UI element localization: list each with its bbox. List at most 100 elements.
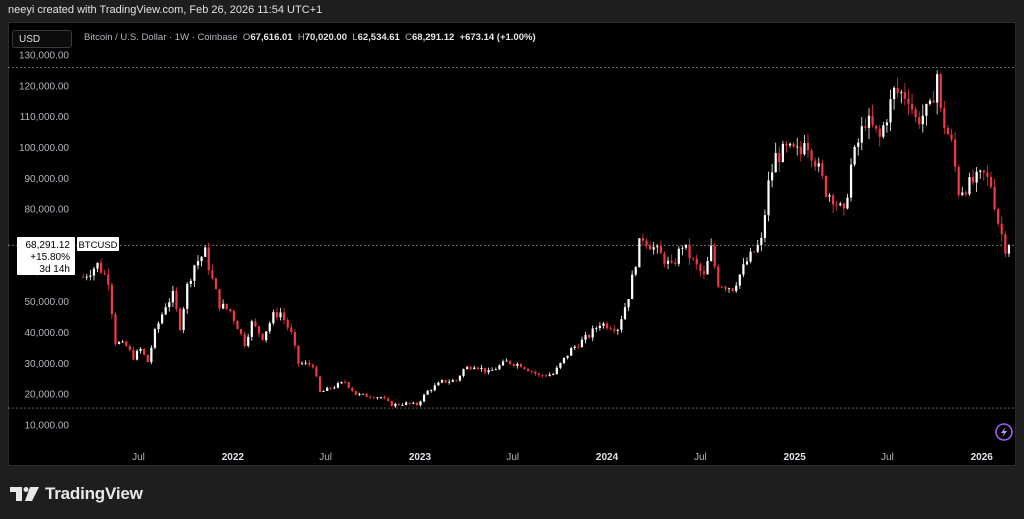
candle-body [684, 244, 688, 248]
candle-body [774, 153, 777, 173]
candle-body [975, 171, 978, 183]
currency-selector[interactable]: USD [12, 30, 72, 48]
candle-body [121, 341, 124, 343]
candle-body [161, 314, 164, 324]
candle-body [781, 143, 784, 162]
candle-body [82, 277, 85, 278]
candle-body [584, 335, 587, 340]
candle-body [146, 354, 149, 363]
candle-body [404, 402, 408, 405]
candle-body [347, 382, 350, 388]
candle-body [344, 381, 347, 383]
candle-body [286, 319, 289, 328]
candle-body [871, 115, 874, 126]
candle-body [892, 87, 896, 100]
candle-body [1007, 245, 1011, 254]
footer-brand[interactable]: TradingView [10, 484, 143, 504]
ticker-badge-box [77, 237, 119, 251]
ticker-badge-label: BTCUSD [78, 240, 117, 251]
candle-body [340, 381, 343, 384]
chart-panel[interactable] [8, 22, 1016, 466]
candle-body [907, 98, 910, 104]
candle-body [656, 246, 659, 248]
candle-body [824, 176, 828, 197]
candle-body [139, 348, 142, 351]
x-tick-label: 2024 [596, 452, 619, 463]
candle-body [989, 176, 993, 187]
candle-body [591, 328, 594, 338]
candle-body [480, 367, 483, 370]
candle-body [821, 163, 824, 177]
candle-body [645, 240, 648, 246]
candle-body [218, 289, 221, 309]
price-badge-change: +15.80% [30, 252, 70, 263]
candle-body [699, 264, 702, 272]
candle-body [753, 251, 756, 253]
candle-body [196, 261, 200, 266]
high-label: H [297, 32, 305, 43]
candle-body [254, 321, 257, 327]
candle-body [157, 323, 160, 330]
candle-body [89, 275, 92, 277]
candle-body [724, 286, 727, 289]
candle-body [103, 272, 106, 275]
candle-body [749, 251, 752, 262]
candle-body [577, 346, 580, 348]
candle-body [297, 345, 300, 364]
candle-body [1000, 223, 1003, 235]
candle-body [806, 142, 810, 151]
candle-body [394, 403, 397, 407]
candle-body [555, 367, 558, 375]
price-badge-box [17, 237, 75, 275]
candle-body [616, 329, 619, 331]
candle-body [214, 278, 218, 290]
candle-body [677, 248, 680, 264]
candle-body [623, 307, 627, 320]
candle-body [315, 367, 318, 377]
candle-body [107, 274, 110, 285]
candle-body [257, 326, 261, 334]
candle-body [283, 312, 286, 320]
candle-body [627, 299, 630, 308]
price-badge: 68,291.12 +15.80% 3d 14h BTCUSD [17, 237, 119, 275]
candle-body [444, 380, 447, 383]
open-label: O [242, 32, 251, 43]
y-tick-label: 10,000.00 [25, 421, 70, 432]
candle-body [476, 367, 479, 370]
y-tick-label: 130,000.00 [19, 51, 69, 62]
candle-body [939, 74, 942, 109]
candle-body [979, 170, 982, 172]
candle-body [982, 170, 985, 173]
candle-body [943, 108, 946, 129]
lightning-icon[interactable] [995, 423, 1013, 441]
candle-body [265, 331, 268, 341]
candle-body [516, 363, 519, 366]
candle-body [731, 288, 734, 292]
candle-body [706, 260, 709, 275]
candle-body [100, 262, 103, 273]
candle-body [867, 115, 871, 128]
candle-body [132, 350, 135, 360]
candle-body [541, 374, 544, 376]
candle-body [763, 215, 767, 238]
y-tick-label: 120,000.00 [19, 81, 69, 92]
candle-body [462, 369, 465, 376]
low-value: 62,534.61 [357, 32, 400, 43]
candle-body [613, 329, 616, 331]
candle-body [361, 393, 365, 395]
candle-body [674, 262, 677, 264]
candle-body [641, 238, 645, 241]
candle-body [857, 142, 860, 147]
candle-body [968, 177, 971, 195]
candle-body [828, 195, 831, 197]
x-tick-label: Jul [319, 452, 332, 463]
candle-body [186, 283, 189, 309]
candle-body [483, 367, 487, 373]
candle-body [580, 339, 584, 348]
candle-body [96, 262, 99, 269]
candle-body [279, 312, 282, 318]
y-tick-label: 100,000.00 [19, 143, 69, 154]
candle-body [494, 369, 497, 371]
candle-body [383, 397, 386, 399]
